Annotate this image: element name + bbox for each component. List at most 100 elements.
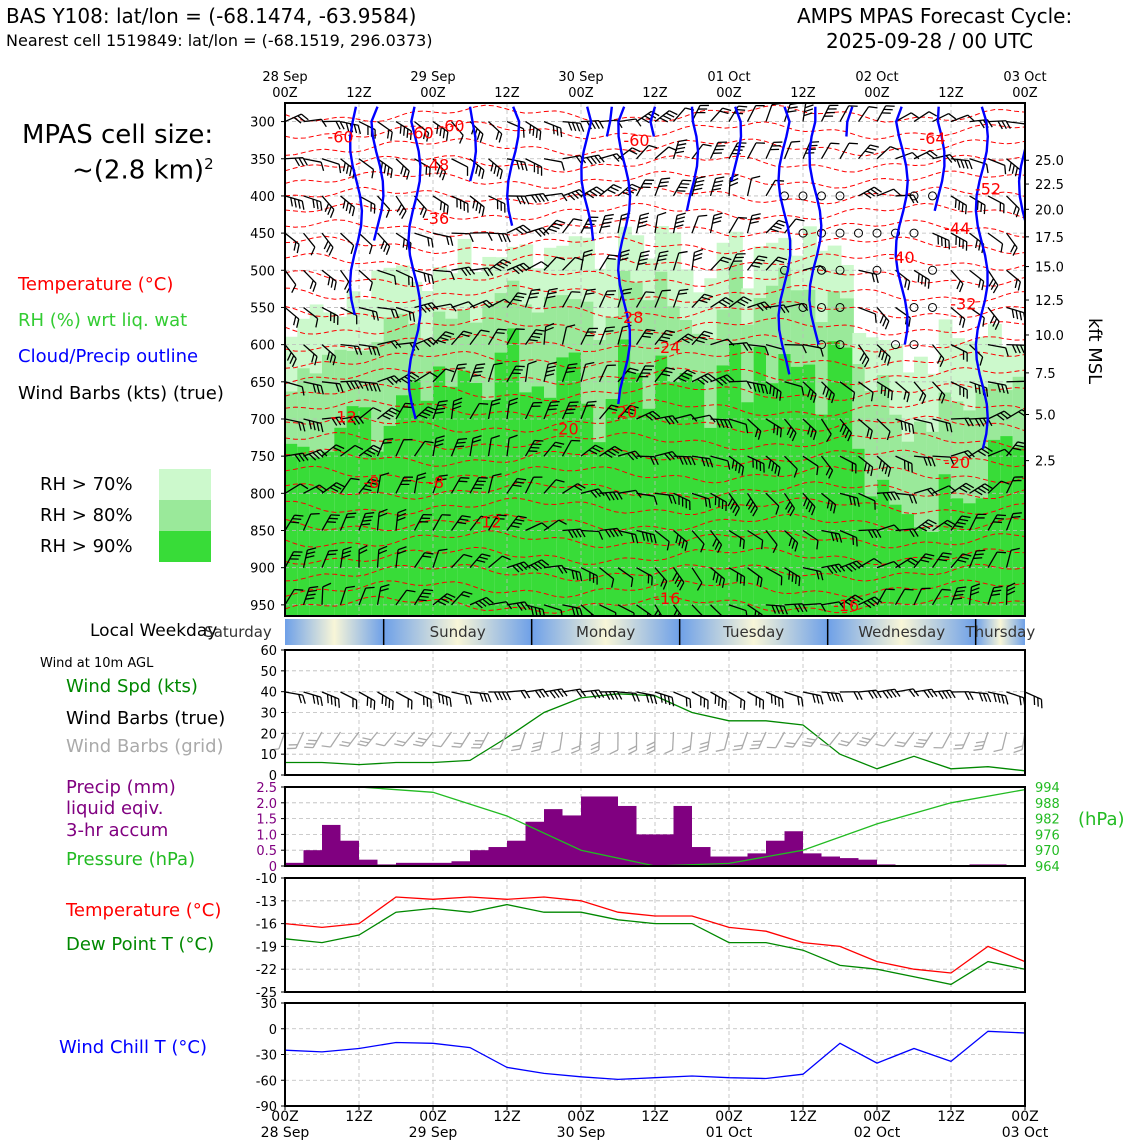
barb-flag [974,239,979,249]
wind-barb [654,492,677,505]
barb-staff [432,438,437,457]
barb-flag [305,597,315,600]
barb-flag [532,741,542,745]
barb-flag [873,186,882,193]
barb-flag [424,552,434,555]
barb-staff [783,218,797,234]
barb-flag [991,593,1001,596]
barb-flag [703,698,706,708]
barb-staff [931,589,943,606]
barb-flag [320,118,327,128]
y-tick-label: 0 [269,1023,277,1038]
barb-flag [954,525,964,528]
barb-flag [736,108,746,111]
barb-staff [839,560,857,569]
barb-flag [321,745,331,748]
wind-barb [636,691,658,705]
barb-staff [673,369,688,383]
wind-barb [395,546,407,568]
barb-flag [714,496,717,506]
barb-staff [285,195,303,202]
barb-flag [759,698,761,708]
barb-staff [1006,158,1021,171]
barb-staff [321,586,324,605]
wind-barb [561,324,576,345]
wind-barb [321,344,337,366]
barb-staff [543,219,558,234]
barb-staff [432,232,451,238]
barb-flag [882,690,889,699]
barb-staff [691,691,709,701]
barb-flag [505,691,512,701]
barb-flag [659,181,669,184]
barb-staff [525,688,544,693]
barb-flag [439,336,449,341]
wind-barb [913,381,927,405]
barb-flag [716,145,726,147]
barb-flag [342,550,352,555]
barb-flag [676,190,686,192]
barb-flag [382,441,392,444]
barb-flag [722,256,732,261]
barb-staff [950,195,967,206]
barb-staff [469,515,482,531]
wind-barb [285,483,309,494]
wind-barb [525,559,550,572]
wind-barb [543,441,565,457]
barb-staff [673,455,692,458]
weekday-cell [531,619,680,645]
barb-staff [858,492,876,502]
temperature-label: -8 [363,473,379,492]
barb-flag [676,578,683,588]
barb-flag [478,600,487,607]
barb-staff [728,142,739,160]
barb-staff [673,492,691,502]
top-time-label: 00Z [420,86,446,101]
temperature-contour [285,465,1025,484]
wind-barb [413,552,434,569]
wind-barb [932,112,957,123]
barb-flag [848,563,857,571]
barb-flag [380,584,390,588]
barb-flag [478,204,482,214]
barb-flag [480,515,490,519]
barb-flag [568,404,578,407]
calm-circle [835,302,845,312]
barb-flag [566,324,576,328]
barb-flag [1011,164,1015,174]
barb-flag [290,197,293,207]
barb-flag [547,291,557,295]
barb-flag [1003,410,1012,418]
barb-flag [354,444,364,451]
barb-staff [691,252,696,271]
barb-staff [599,445,616,457]
wind-barb [673,333,697,346]
wind-barb [987,551,1007,569]
barb-flag [286,747,296,750]
barb-flag [681,745,691,750]
barb-flag [861,737,871,741]
barb-flag [436,124,439,134]
barb-staff [876,560,895,569]
barb-flag [427,237,430,247]
cloud-outline [933,106,946,212]
wind-barb [987,307,1000,330]
barb-flag [345,164,349,174]
barb-flag [997,693,1001,703]
barb-flag [725,297,734,303]
wind-barb [469,435,482,457]
barb-staff [524,329,537,345]
barb-flag [855,464,857,474]
barb-flag [783,304,790,313]
barb-flag [838,693,844,703]
barb-flag [300,483,309,490]
wind-barb [987,410,1012,421]
top-time-label: 12Z [790,86,816,101]
barb-flag [587,400,597,403]
barb-flag [604,529,611,538]
barb-flag [1012,479,1022,482]
barb-staff [506,365,517,383]
barb-staff [395,341,414,346]
barb-staff [285,483,301,494]
barb-staff [950,515,963,531]
